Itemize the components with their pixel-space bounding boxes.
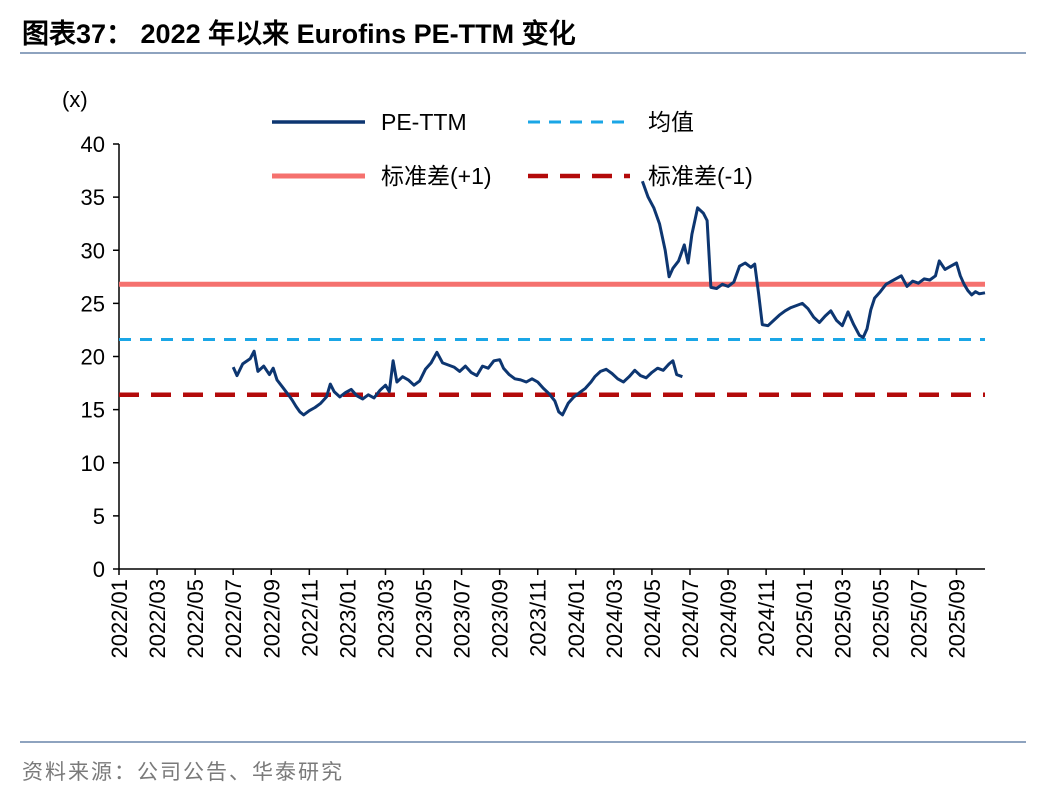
y-tick-label: 5 — [93, 504, 105, 529]
x-tick-label: 2022/03 — [145, 579, 170, 659]
x-tick-label: 2025/01 — [792, 579, 817, 659]
legend-label-pe: PE-TTM — [381, 109, 467, 135]
y-tick-label: 15 — [81, 398, 105, 423]
x-tick-label: 2024/05 — [640, 579, 665, 659]
x-tick-label: 2024/07 — [678, 579, 703, 659]
x-tick-label: 2023/05 — [412, 579, 437, 659]
y-tick-label: 20 — [81, 345, 105, 370]
x-axis: 2022/01 2022/03 2022/05 2022/07 2022/09 2022/… — [107, 568, 985, 659]
x-tick-label: 2024/09 — [716, 579, 741, 659]
y-tick-label: 40 — [81, 132, 105, 157]
x-tick-label: 2024/01 — [564, 579, 589, 659]
pe-ttm-line-segment-2 — [640, 180, 986, 339]
x-tick-label: 2022/05 — [183, 579, 208, 659]
y-tick-label: 30 — [81, 238, 105, 263]
x-tick-label: 2025/09 — [944, 579, 969, 659]
title-divider — [20, 52, 1026, 54]
y-axis-label: (x) — [62, 87, 88, 112]
x-tick-label: 2025/07 — [906, 579, 931, 659]
y-tick-label: 35 — [81, 185, 105, 210]
y-tick-label: 25 — [81, 291, 105, 316]
y-tick-label: 0 — [93, 557, 105, 582]
x-tick-label: 2023/09 — [488, 579, 513, 659]
pe-ttm-line-segment-1 — [231, 349, 683, 417]
x-tick-label: 2022/07 — [221, 579, 246, 659]
x-tick-label: 2023/01 — [335, 579, 360, 659]
x-tick-label: 2023/07 — [450, 579, 475, 659]
footer-divider — [20, 741, 1026, 743]
x-tick-label: 2023/11 — [526, 579, 551, 657]
y-tick-label: 10 — [81, 451, 105, 476]
legend-label-std-minus1: 标准差(-1) — [648, 163, 753, 189]
series-group — [231, 180, 986, 417]
x-tick-label: 2022/01 — [107, 579, 132, 659]
source-note: 资料来源：公司公告、华泰研究 — [22, 760, 344, 784]
x-tick-label: 2024/11 — [754, 579, 779, 657]
legend-label-mean: 均值 — [648, 109, 694, 135]
x-tick-label: 2023/03 — [373, 579, 398, 659]
x-tick-label: 2022/09 — [259, 579, 284, 659]
x-tick-label: 2024/03 — [602, 579, 627, 659]
chart-title: 图表37： 2022 年以来 Eurofins PE-TTM 变化 — [22, 19, 576, 49]
x-tick-label: 2025/05 — [868, 579, 893, 659]
y-axis: 0 5 10 15 20 25 30 35 40 — [81, 132, 120, 582]
x-tick-label: 2022/11 — [297, 579, 322, 657]
reference-lines — [119, 281, 985, 397]
x-tick-label: 2025/03 — [830, 579, 855, 659]
legend-label-std-plus1: 标准差(+1) — [381, 163, 492, 189]
